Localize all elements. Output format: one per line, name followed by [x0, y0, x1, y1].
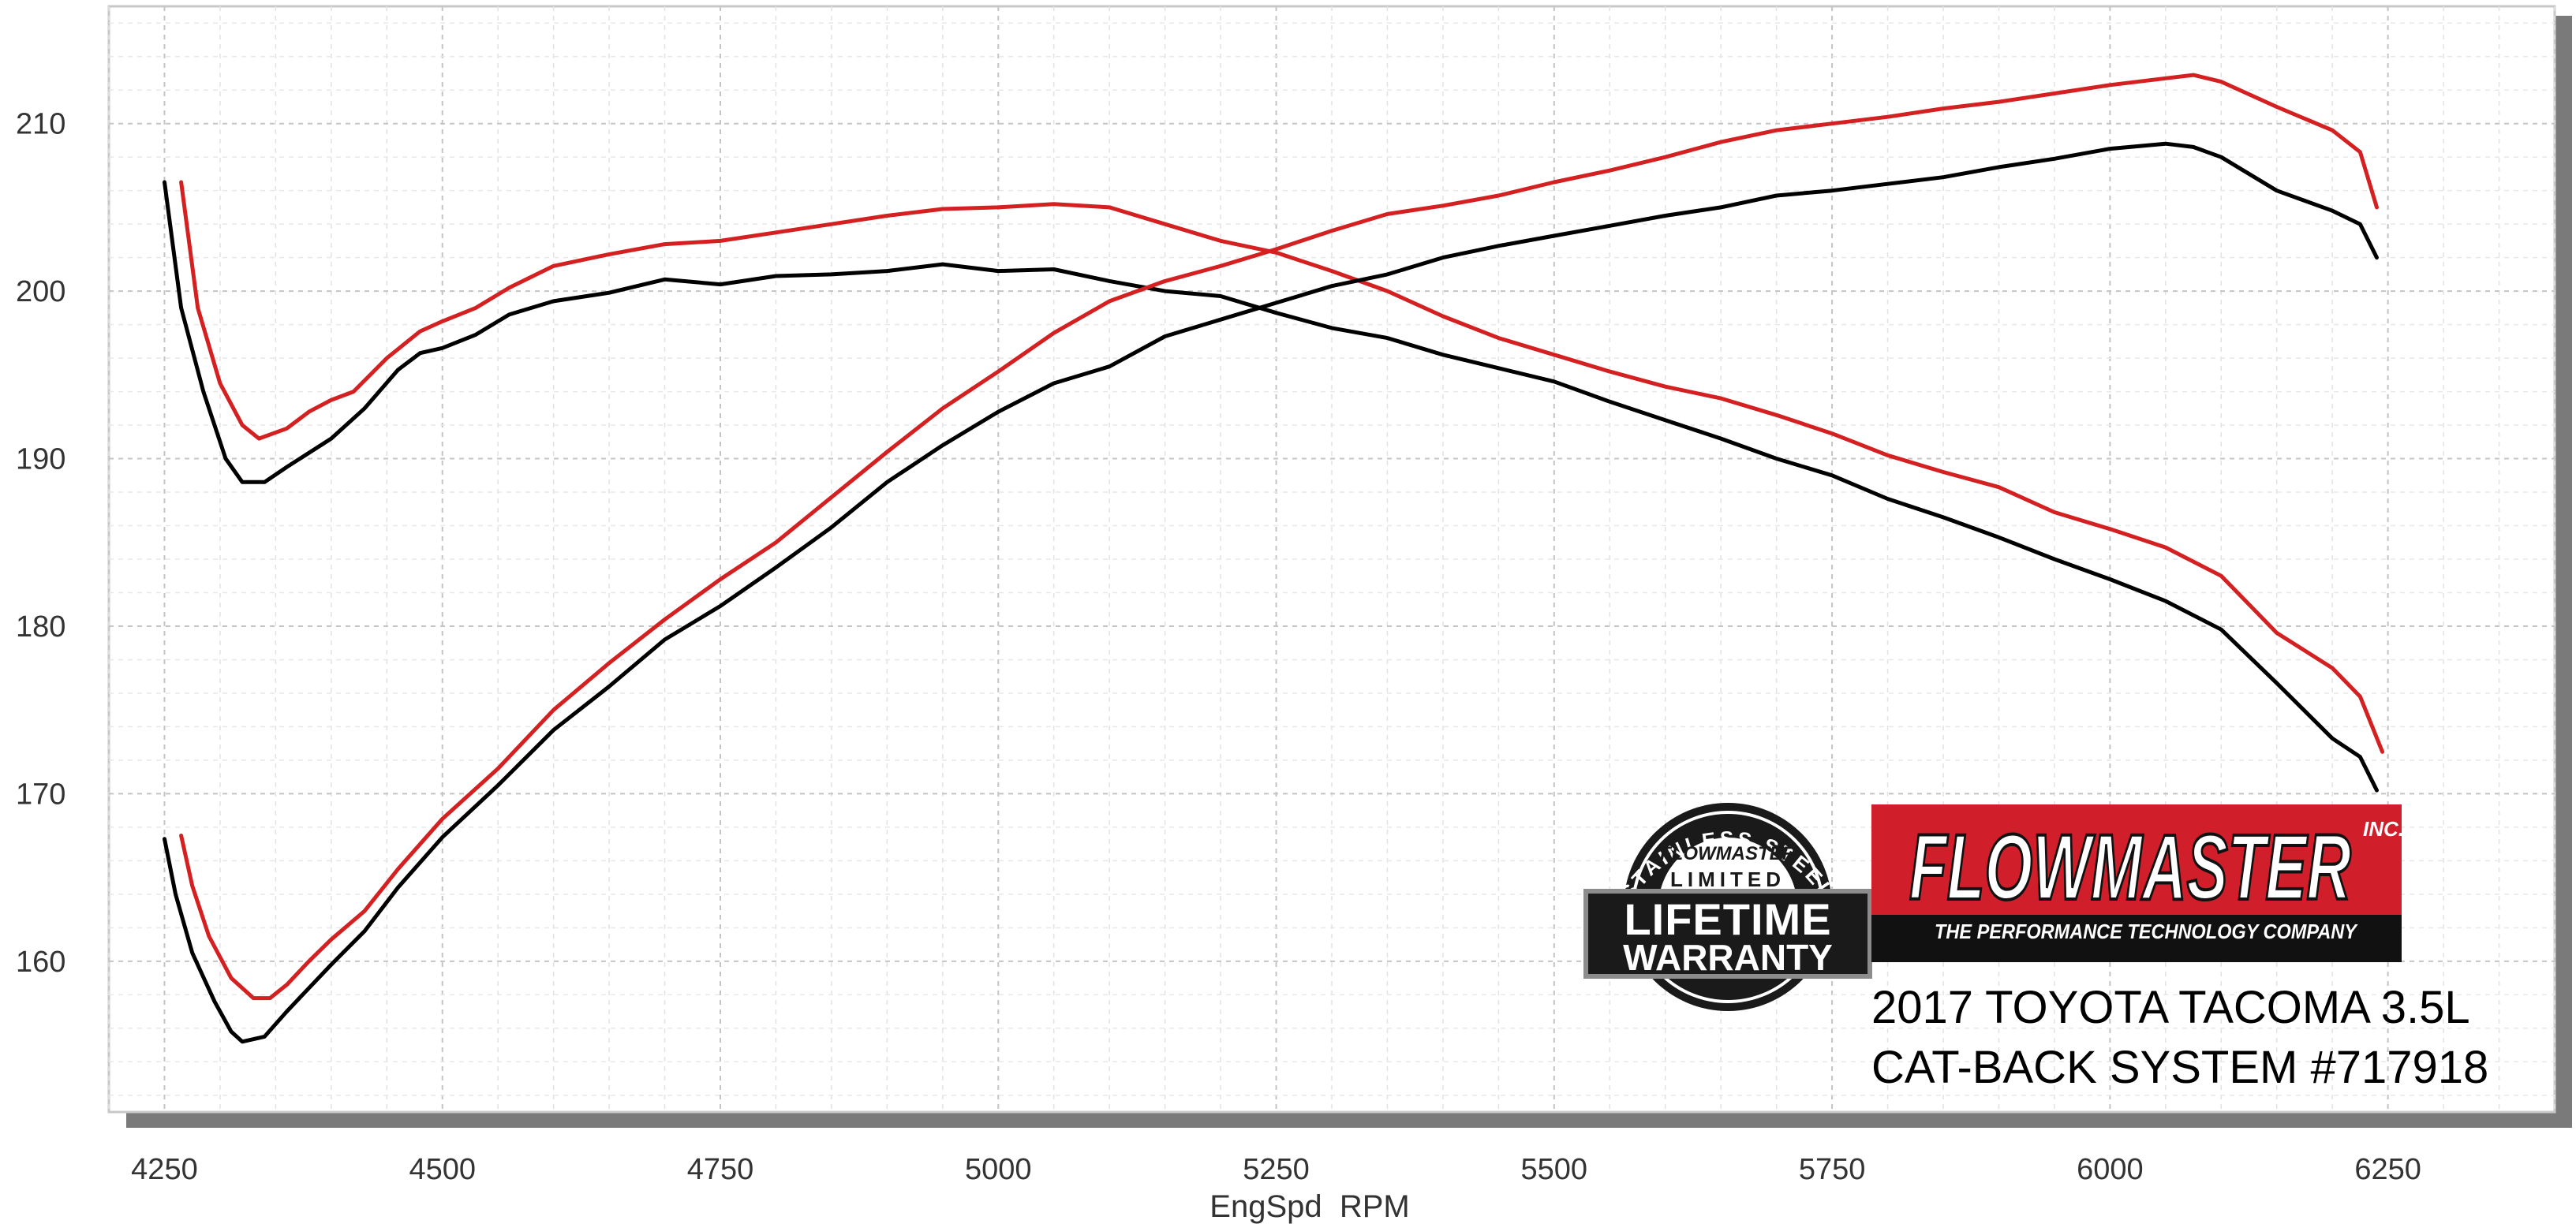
y-tick-label: 190	[16, 443, 65, 476]
x-tick-label: 4500	[409, 1153, 476, 1186]
lifetime-warranty-badge: STAINLESS STEEL FLOWMASTER LIMITED LIFET…	[1583, 803, 1872, 1011]
logo-inc: INC.	[2363, 817, 2404, 841]
x-axis-label: EngSpd RPM	[1209, 1189, 1409, 1224]
badge-warranty-text: WARRANTY	[1623, 937, 1833, 978]
x-tick-label: 5750	[1799, 1153, 1866, 1186]
badge-brand-text: FLOWMASTER	[1660, 843, 1796, 864]
badge-limited-text: LIMITED	[1670, 868, 1785, 891]
y-tick-label: 180	[16, 610, 65, 644]
logo-wordmark: FLOWMASTER	[1909, 815, 2351, 920]
x-tick-label: 4250	[131, 1153, 198, 1186]
badge-lifetime-text: LIFETIME	[1624, 894, 1831, 944]
logo-tagline: THE PERFORMANCE TECHNOLOGY COMPANY	[1935, 920, 2358, 943]
flowmaster-logo: FLOWMASTER INC. THE PERFORMANCE TECHNOLO…	[1871, 804, 2404, 962]
x-tick-label: 4750	[687, 1153, 754, 1186]
series-layer	[163, 73, 2385, 1044]
x-axis-ticks: 4250 4500 4750 5000 5250 5500 5750 6000 6250	[131, 1153, 2421, 1186]
series-line-4	[163, 141, 2379, 1044]
caption-line-1: 2017 TOYOTA TACOMA 3.5L	[1871, 982, 2470, 1033]
logo-tagline-band	[1871, 915, 2402, 962]
y-axis-ticks: 160 170 180 190 200 210	[16, 108, 65, 979]
y-tick-label: 200	[16, 275, 65, 308]
x-tick-label: 5000	[965, 1153, 1032, 1186]
series-line-2	[163, 180, 2379, 793]
series-line-1	[179, 180, 2385, 754]
y-tick-label: 160	[16, 946, 65, 979]
x-tick-label: 6250	[2354, 1153, 2421, 1186]
caption-line-2: CAT-BACK SYSTEM #717918	[1871, 1042, 2488, 1093]
y-tick-label: 210	[16, 108, 65, 141]
x-tick-label: 6000	[2077, 1153, 2144, 1186]
y-tick-label: 170	[16, 778, 65, 811]
series-line-3	[179, 73, 2379, 1001]
x-tick-label: 5250	[1243, 1153, 1310, 1186]
x-tick-label: 5500	[1521, 1153, 1588, 1186]
